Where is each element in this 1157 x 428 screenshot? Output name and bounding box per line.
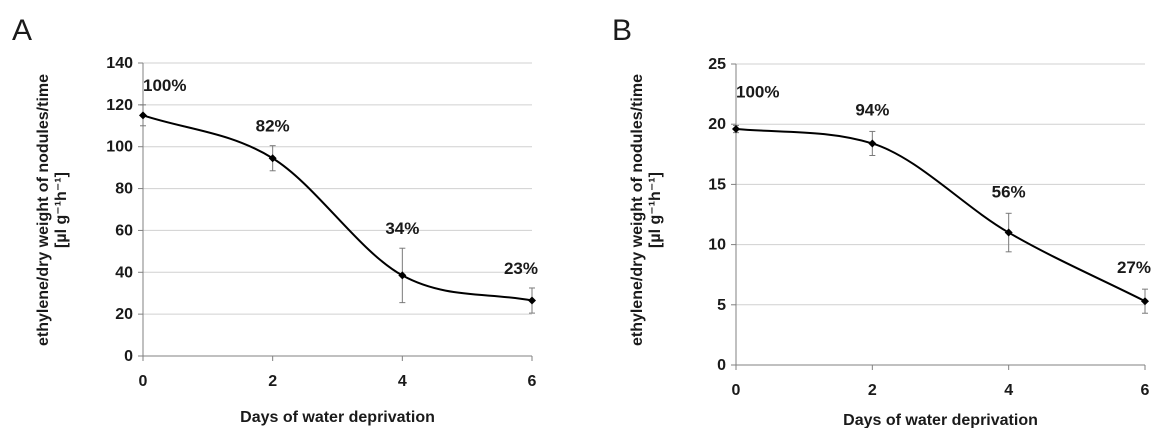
x-tick-label: 6 — [528, 373, 537, 390]
data-label: 82% — [256, 117, 290, 136]
data-label: 23% — [504, 259, 538, 278]
y-tick-label: 100 — [106, 139, 133, 156]
data-label: 94% — [855, 100, 889, 119]
x-axis-title: Days of water deprivation — [240, 409, 435, 426]
y-tick-label: 10 — [708, 237, 726, 254]
panel-letter: B — [612, 14, 632, 47]
y-tick-label: 80 — [115, 181, 133, 198]
y-axis-unit: [µl g⁻¹h⁻¹] — [53, 172, 70, 248]
data-point — [732, 125, 740, 134]
data-label: 34% — [385, 219, 419, 238]
y-tick-label: 20 — [708, 116, 726, 133]
x-tick-label: 0 — [732, 382, 741, 399]
series-line — [142, 114, 533, 302]
y-tick-label: 20 — [115, 306, 133, 323]
y-tick-label: 15 — [708, 176, 726, 193]
data-point — [139, 111, 147, 120]
x-tick-label: 2 — [268, 373, 277, 390]
data-point — [868, 139, 877, 148]
y-tick-label: 0 — [124, 348, 133, 365]
y-tick-label: 25 — [708, 56, 726, 73]
data-label: 27% — [1117, 258, 1151, 277]
y-tick-label: 0 — [717, 357, 726, 374]
x-tick-label: 0 — [139, 373, 148, 390]
y-tick-label: 40 — [115, 264, 133, 281]
data-point — [528, 296, 536, 305]
data-point — [1141, 297, 1149, 306]
y-axis-unit: [µl g⁻¹h⁻¹] — [647, 172, 664, 248]
x-tick-label: 4 — [1004, 382, 1013, 399]
y-tick-label: 60 — [115, 222, 133, 239]
y-axis-title: ethylene/dry weight of nodules/time — [35, 74, 52, 346]
data-point — [268, 154, 277, 163]
data-label: 100% — [143, 76, 186, 95]
data-point — [1004, 228, 1013, 237]
y-tick-label: 5 — [717, 297, 726, 314]
data-label: 56% — [992, 182, 1026, 201]
y-tick-label: 140 — [106, 55, 133, 72]
x-axis-title: Days of water deprivation — [843, 412, 1038, 428]
chart-panel-a: A 0 20 40 60 80 100 120 140 0 2 4 6 Days of water dep… — [12, 14, 538, 426]
panel-letter: A — [12, 14, 32, 47]
chart-panel-b: B 0 5 10 15 20 25 0 2 4 6 Days of water deprivation… — [612, 14, 1151, 428]
data-label: 100% — [736, 82, 779, 101]
x-tick-label: 4 — [398, 373, 407, 390]
series-line — [735, 128, 1146, 303]
x-tick-label: 2 — [868, 382, 877, 399]
y-axis-title: ethylene/dry weight of nodules/time — [629, 74, 646, 346]
y-tick-label: 120 — [106, 97, 133, 114]
data-point — [398, 271, 407, 280]
x-tick-label: 6 — [1141, 382, 1150, 399]
